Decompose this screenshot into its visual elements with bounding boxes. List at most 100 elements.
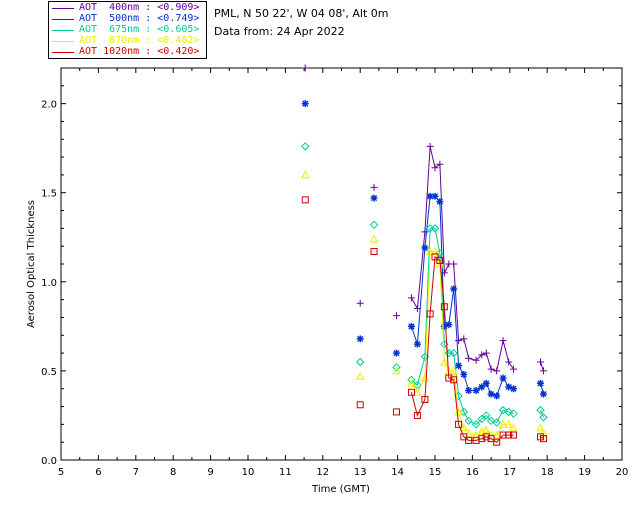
data-point bbox=[510, 385, 518, 393]
data-point bbox=[539, 367, 547, 375]
data-point bbox=[510, 365, 518, 373]
data-point bbox=[472, 356, 480, 364]
data-point bbox=[498, 419, 508, 428]
data-point bbox=[440, 357, 449, 366]
data-point bbox=[478, 383, 486, 391]
data-point bbox=[450, 285, 458, 293]
legend-label-500nm: AOT 500nm : <0.749> bbox=[79, 13, 200, 24]
data-point bbox=[536, 423, 545, 432]
data-point bbox=[460, 433, 468, 441]
series-line bbox=[410, 251, 514, 436]
data-point bbox=[370, 183, 378, 191]
data-point bbox=[421, 395, 429, 403]
series-aot-870nm bbox=[300, 170, 548, 439]
data-point bbox=[431, 192, 439, 200]
series-aot-400nm bbox=[301, 64, 547, 375]
data-point bbox=[539, 390, 547, 398]
data-point bbox=[481, 425, 491, 434]
data-point bbox=[482, 411, 491, 420]
data-point bbox=[425, 246, 435, 256]
x-tick-label: 6 bbox=[95, 467, 101, 478]
axes: 5 6 7 8 9 10 11 12 13 14 15 16 17 18 19 20 0.0 0.5 1.0 1.5 2… bbox=[41, 68, 628, 478]
legend: AOT 400nm : <0.909> AOT 500nm : <0.749> … bbox=[48, 1, 207, 59]
x-tick-label: 17 bbox=[503, 467, 516, 478]
data-point bbox=[455, 337, 463, 345]
x-tick-label: 12 bbox=[316, 467, 329, 478]
data-point bbox=[392, 349, 400, 357]
data-point bbox=[509, 409, 518, 418]
legend-label-1020nm: AOT 1020nm : <0.420> bbox=[79, 46, 200, 57]
data-point bbox=[356, 335, 364, 343]
legend-item-1020nm: AOT 1020nm : <0.420> bbox=[49, 46, 207, 58]
data-point bbox=[430, 224, 440, 233]
data-point bbox=[460, 370, 468, 378]
data-point bbox=[355, 371, 365, 380]
y-tick-label: 1.5 bbox=[41, 189, 57, 200]
data-point bbox=[413, 411, 421, 419]
series-line bbox=[410, 255, 514, 443]
data-point bbox=[445, 374, 453, 382]
data-point bbox=[536, 405, 545, 415]
data-point bbox=[436, 198, 444, 206]
data-point bbox=[505, 383, 513, 391]
data-point bbox=[536, 358, 544, 366]
data-point bbox=[370, 194, 378, 202]
data-point bbox=[478, 351, 486, 359]
x-tick-label: 16 bbox=[466, 467, 479, 478]
series-layer bbox=[300, 64, 548, 446]
data-point bbox=[486, 416, 496, 426]
data-point bbox=[459, 407, 469, 417]
data-point bbox=[355, 357, 365, 367]
series-aot-1020nm bbox=[301, 196, 547, 446]
data-point bbox=[413, 387, 422, 396]
y-tick-label: 0.5 bbox=[41, 367, 57, 378]
data-point bbox=[487, 365, 495, 373]
legend-swatch-675nm bbox=[52, 30, 74, 31]
data-point bbox=[478, 435, 486, 443]
data-point bbox=[436, 160, 444, 168]
series-aot-500nm bbox=[301, 100, 547, 400]
data-point bbox=[493, 392, 501, 400]
x-tick-label: 15 bbox=[429, 467, 442, 478]
data-point bbox=[392, 408, 400, 416]
data-point bbox=[392, 363, 401, 372]
x-tick-label: 14 bbox=[391, 467, 404, 478]
data-point bbox=[471, 420, 481, 429]
data-point bbox=[539, 435, 547, 443]
x-axis-label: Time (GMT) bbox=[311, 484, 370, 495]
data-point bbox=[505, 431, 513, 439]
data-point bbox=[356, 401, 364, 409]
legend-label-870nm: AOT 870nm : <0.482> bbox=[79, 35, 200, 46]
data-point bbox=[426, 142, 434, 150]
data-point bbox=[482, 379, 490, 387]
data-point bbox=[431, 253, 439, 261]
y-tick-label: 0.0 bbox=[41, 456, 57, 467]
y-tick-label: 1.0 bbox=[41, 278, 57, 289]
x-tick-label: 8 bbox=[170, 467, 176, 478]
data-point bbox=[356, 299, 364, 307]
data-point bbox=[449, 366, 459, 375]
data-point bbox=[421, 228, 429, 236]
data-point bbox=[482, 433, 490, 441]
data-point bbox=[505, 358, 513, 366]
data-point bbox=[369, 234, 379, 243]
data-point bbox=[492, 430, 502, 439]
data-point bbox=[430, 246, 440, 256]
x-tick-label: 20 bbox=[616, 467, 629, 478]
legend-label-675nm: AOT 675nm : <0.605> bbox=[79, 24, 200, 35]
data-point bbox=[426, 192, 434, 200]
data-point bbox=[407, 378, 416, 387]
data-point bbox=[301, 100, 309, 108]
data-point bbox=[392, 312, 400, 320]
data-point bbox=[455, 420, 463, 428]
data-point bbox=[499, 374, 507, 382]
data-point bbox=[449, 348, 458, 358]
x-tick-label: 7 bbox=[133, 467, 139, 478]
data-point bbox=[421, 244, 429, 252]
data-point bbox=[455, 362, 463, 370]
data-point bbox=[487, 390, 495, 398]
data-point bbox=[301, 64, 309, 72]
site-info: PML, N 50 22', W 04 08', Alt 0m bbox=[214, 7, 389, 20]
x-tick-label: 11 bbox=[279, 467, 292, 478]
